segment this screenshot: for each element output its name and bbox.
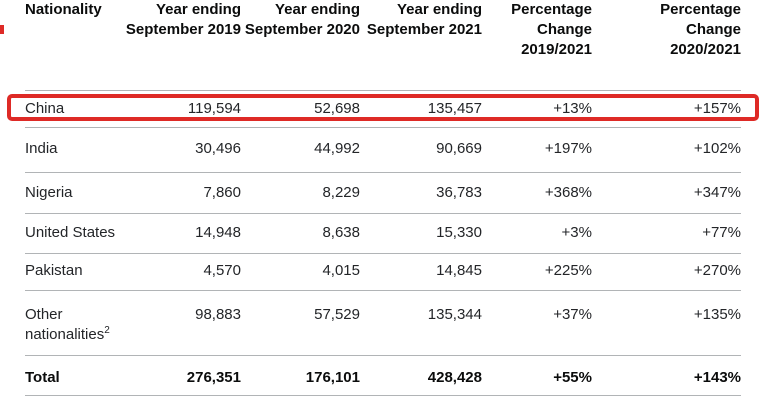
cell-pct-2019-2021: +197% xyxy=(482,127,592,173)
table-body: China 119,594 52,698 135,457 +13% +157% … xyxy=(25,90,741,396)
cell-2021: 135,344 xyxy=(360,290,482,356)
table-row-united-states: United States 14,948 8,638 15,330 +3% +7… xyxy=(25,213,741,254)
header-label: September 2021 xyxy=(366,21,482,38)
column-header-year-2020: Year ending September 2020 xyxy=(241,0,360,91)
column-header-nationality: Nationality xyxy=(25,0,125,91)
header-label: 2020/2021 xyxy=(670,41,741,58)
column-header-pct-change-2019-2021: Percentage Change 2019/2021 xyxy=(482,0,592,91)
cell-pct-2019-2021: +37% xyxy=(482,290,592,356)
cell-2021: 36,783 xyxy=(360,172,482,214)
header-label: Change xyxy=(536,21,592,38)
cell-2019: 7,860 xyxy=(125,172,241,214)
footnote-marker: 2 xyxy=(104,324,110,336)
cell-pct-2019-2021: +3% xyxy=(482,213,592,254)
cell-nationality: Nigeria xyxy=(25,172,125,214)
table-row-other-nationalities: Other nationalities2 98,883 57,529 135,3… xyxy=(25,290,741,356)
header-label: Change xyxy=(685,21,741,38)
table-row-india: India 30,496 44,992 90,669 +197% +102% xyxy=(25,127,741,173)
header-label: Percentage xyxy=(511,1,592,18)
column-header-year-2021: Year ending September 2021 xyxy=(360,0,482,91)
header-label: Percentage xyxy=(660,1,741,18)
column-header-pct-change-2020-2021: Percentage Change 2020/2021 xyxy=(592,0,741,91)
header-label: September 2020 xyxy=(244,21,360,38)
cell-2020: 57,529 xyxy=(241,290,360,356)
edge-artifact xyxy=(0,25,4,34)
cell-2021: 14,845 xyxy=(360,253,482,291)
cell-2020: 176,101 xyxy=(241,355,360,396)
table-row-pakistan: Pakistan 4,570 4,015 14,845 +225% +270% xyxy=(25,253,741,291)
header-label: Nationality xyxy=(25,1,102,18)
cell-pct-2020-2021: +77% xyxy=(592,213,741,254)
column-header-year-2019: Year ending September 2019 xyxy=(125,0,241,91)
cell-2020: 8,229 xyxy=(241,172,360,214)
table-header: Nationality Year ending September 2019 Y… xyxy=(25,0,741,91)
header-label: Year ending xyxy=(396,1,482,18)
header-label: 2019/2021 xyxy=(521,41,592,58)
cell-pct-2020-2021: +135% xyxy=(592,290,741,356)
cell-pct-2020-2021: +143% xyxy=(592,355,741,396)
cell-2021: 90,669 xyxy=(360,127,482,173)
table-row-total: Total 276,351 176,101 428,428 +55% +143% xyxy=(25,355,741,396)
cell-nationality: India xyxy=(25,127,125,173)
cell-pct-2020-2021: +102% xyxy=(592,127,741,173)
cell-nationality: China xyxy=(25,90,125,128)
cell-2020: 44,992 xyxy=(241,127,360,173)
cell-2019: 119,594 xyxy=(125,90,241,128)
nationality-table-container: Nationality Year ending September 2019 Y… xyxy=(25,0,741,396)
header-label: Year ending xyxy=(155,1,241,18)
cell-2021: 428,428 xyxy=(360,355,482,396)
cell-2020: 8,638 xyxy=(241,213,360,254)
cell-pct-2020-2021: +157% xyxy=(592,90,741,128)
cell-2020: 52,698 xyxy=(241,90,360,128)
cell-2020: 4,015 xyxy=(241,253,360,291)
cell-nationality: Pakistan xyxy=(25,253,125,291)
cell-pct-2019-2021: +13% xyxy=(482,90,592,128)
cell-nationality: United States xyxy=(25,213,125,254)
cell-nationality: Total xyxy=(25,355,125,396)
cell-2019: 98,883 xyxy=(125,290,241,356)
cell-pct-2019-2021: +368% xyxy=(482,172,592,214)
cell-2019: 30,496 xyxy=(125,127,241,173)
nationality-table: Nationality Year ending September 2019 Y… xyxy=(25,0,741,396)
cell-pct-2020-2021: +347% xyxy=(592,172,741,214)
table-row-china: China 119,594 52,698 135,457 +13% +157% xyxy=(25,90,741,128)
cell-pct-2019-2021: +55% xyxy=(482,355,592,396)
header-label: Year ending xyxy=(274,1,360,18)
cell-2021: 15,330 xyxy=(360,213,482,254)
table-row-nigeria: Nigeria 7,860 8,229 36,783 +368% +347% xyxy=(25,172,741,214)
header-row: Nationality Year ending September 2019 Y… xyxy=(25,0,741,91)
cell-2019: 276,351 xyxy=(125,355,241,396)
cell-nationality: Other nationalities2 xyxy=(25,290,125,356)
other-nationalities-label: Other nationalities xyxy=(25,305,105,343)
cell-pct-2020-2021: +270% xyxy=(592,253,741,291)
cell-pct-2019-2021: +225% xyxy=(482,253,592,291)
header-label: September 2019 xyxy=(125,21,241,38)
cell-2021: 135,457 xyxy=(360,90,482,128)
cell-2019: 4,570 xyxy=(125,253,241,291)
cell-2019: 14,948 xyxy=(125,213,241,254)
